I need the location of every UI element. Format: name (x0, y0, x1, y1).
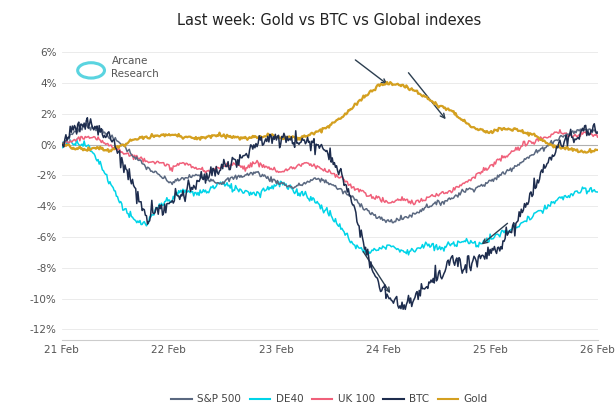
S&P 500 (349, 194, 356, 199)
S&P 500 (500, 169, 507, 174)
S&P 500 (378, 215, 386, 220)
UK 100 (556, 127, 564, 132)
DE40 (379, 244, 386, 249)
UK 100 (315, 165, 323, 170)
BTC (58, 141, 65, 146)
UK 100 (58, 141, 65, 146)
Gold (582, 150, 590, 155)
Title: Last week: Gold vs BTC vs Global indexes: Last week: Gold vs BTC vs Global indexes (177, 13, 482, 28)
BTC (378, 288, 386, 293)
BTC (594, 131, 601, 136)
Legend: S&P 500, DE40, UK 100, BTC, Gold: S&P 500, DE40, UK 100, BTC, Gold (167, 390, 492, 409)
Gold (383, 79, 391, 84)
UK 100 (498, 153, 506, 158)
S&P 500 (390, 220, 397, 225)
DE40 (73, 136, 80, 142)
Gold (594, 147, 601, 152)
Gold (583, 150, 591, 155)
S&P 500 (317, 179, 324, 184)
Gold (348, 107, 355, 112)
Line: DE40: DE40 (62, 139, 598, 255)
S&P 500 (314, 177, 321, 182)
DE40 (583, 191, 591, 196)
S&P 500 (83, 121, 90, 126)
DE40 (349, 241, 356, 246)
UK 100 (377, 198, 384, 203)
Gold (498, 128, 506, 133)
UK 100 (348, 186, 355, 191)
Gold (377, 81, 384, 87)
S&P 500 (594, 129, 601, 134)
DE40 (364, 252, 371, 257)
DE40 (594, 189, 601, 194)
DE40 (317, 206, 324, 211)
UK 100 (583, 128, 591, 133)
BTC (84, 115, 91, 120)
Gold (312, 129, 320, 134)
S&P 500 (583, 127, 591, 132)
DE40 (58, 139, 65, 144)
BTC (349, 202, 356, 207)
BTC (583, 133, 591, 138)
Line: UK 100: UK 100 (62, 130, 598, 205)
S&P 500 (58, 140, 65, 145)
Gold (315, 128, 323, 133)
BTC (314, 142, 321, 147)
UK 100 (312, 166, 320, 171)
UK 100 (410, 202, 418, 207)
BTC (500, 238, 507, 243)
BTC (317, 143, 324, 148)
BTC (402, 307, 409, 312)
DE40 (314, 199, 321, 204)
Text: Arcane
Research: Arcane Research (111, 56, 159, 79)
Line: Gold: Gold (62, 82, 598, 152)
Line: S&P 500: S&P 500 (62, 123, 598, 223)
Line: BTC: BTC (62, 118, 598, 310)
UK 100 (594, 134, 601, 139)
Gold (58, 142, 65, 147)
DE40 (500, 228, 507, 234)
